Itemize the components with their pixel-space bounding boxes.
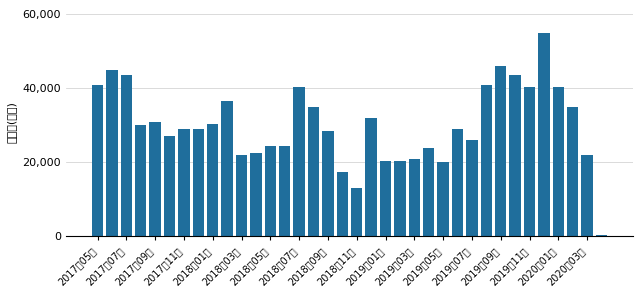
- Bar: [509, 75, 521, 236]
- Bar: [250, 153, 262, 236]
- Bar: [337, 172, 348, 236]
- Bar: [452, 129, 463, 236]
- Bar: [322, 131, 333, 236]
- Bar: [524, 86, 535, 236]
- Bar: [164, 136, 175, 236]
- Bar: [581, 155, 593, 236]
- Bar: [135, 125, 147, 236]
- Bar: [279, 146, 291, 236]
- Bar: [408, 159, 420, 236]
- Bar: [308, 107, 319, 236]
- Bar: [365, 118, 377, 236]
- Bar: [264, 146, 276, 236]
- Bar: [567, 107, 579, 236]
- Bar: [380, 161, 391, 236]
- Bar: [552, 86, 564, 236]
- Bar: [149, 122, 161, 236]
- Bar: [437, 162, 449, 236]
- Bar: [236, 155, 247, 236]
- Bar: [394, 161, 406, 236]
- Bar: [120, 75, 132, 236]
- Bar: [178, 129, 189, 236]
- Bar: [596, 235, 607, 236]
- Bar: [351, 188, 362, 236]
- Bar: [193, 129, 204, 236]
- Bar: [92, 85, 103, 236]
- Bar: [538, 33, 550, 236]
- Y-axis label: 거래량(건수): 거래량(건수): [7, 101, 17, 143]
- Bar: [423, 148, 435, 236]
- Bar: [221, 101, 233, 236]
- Bar: [207, 123, 218, 236]
- Bar: [466, 140, 477, 236]
- Bar: [495, 66, 506, 236]
- Bar: [106, 70, 118, 236]
- Bar: [481, 85, 492, 236]
- Bar: [293, 86, 305, 236]
